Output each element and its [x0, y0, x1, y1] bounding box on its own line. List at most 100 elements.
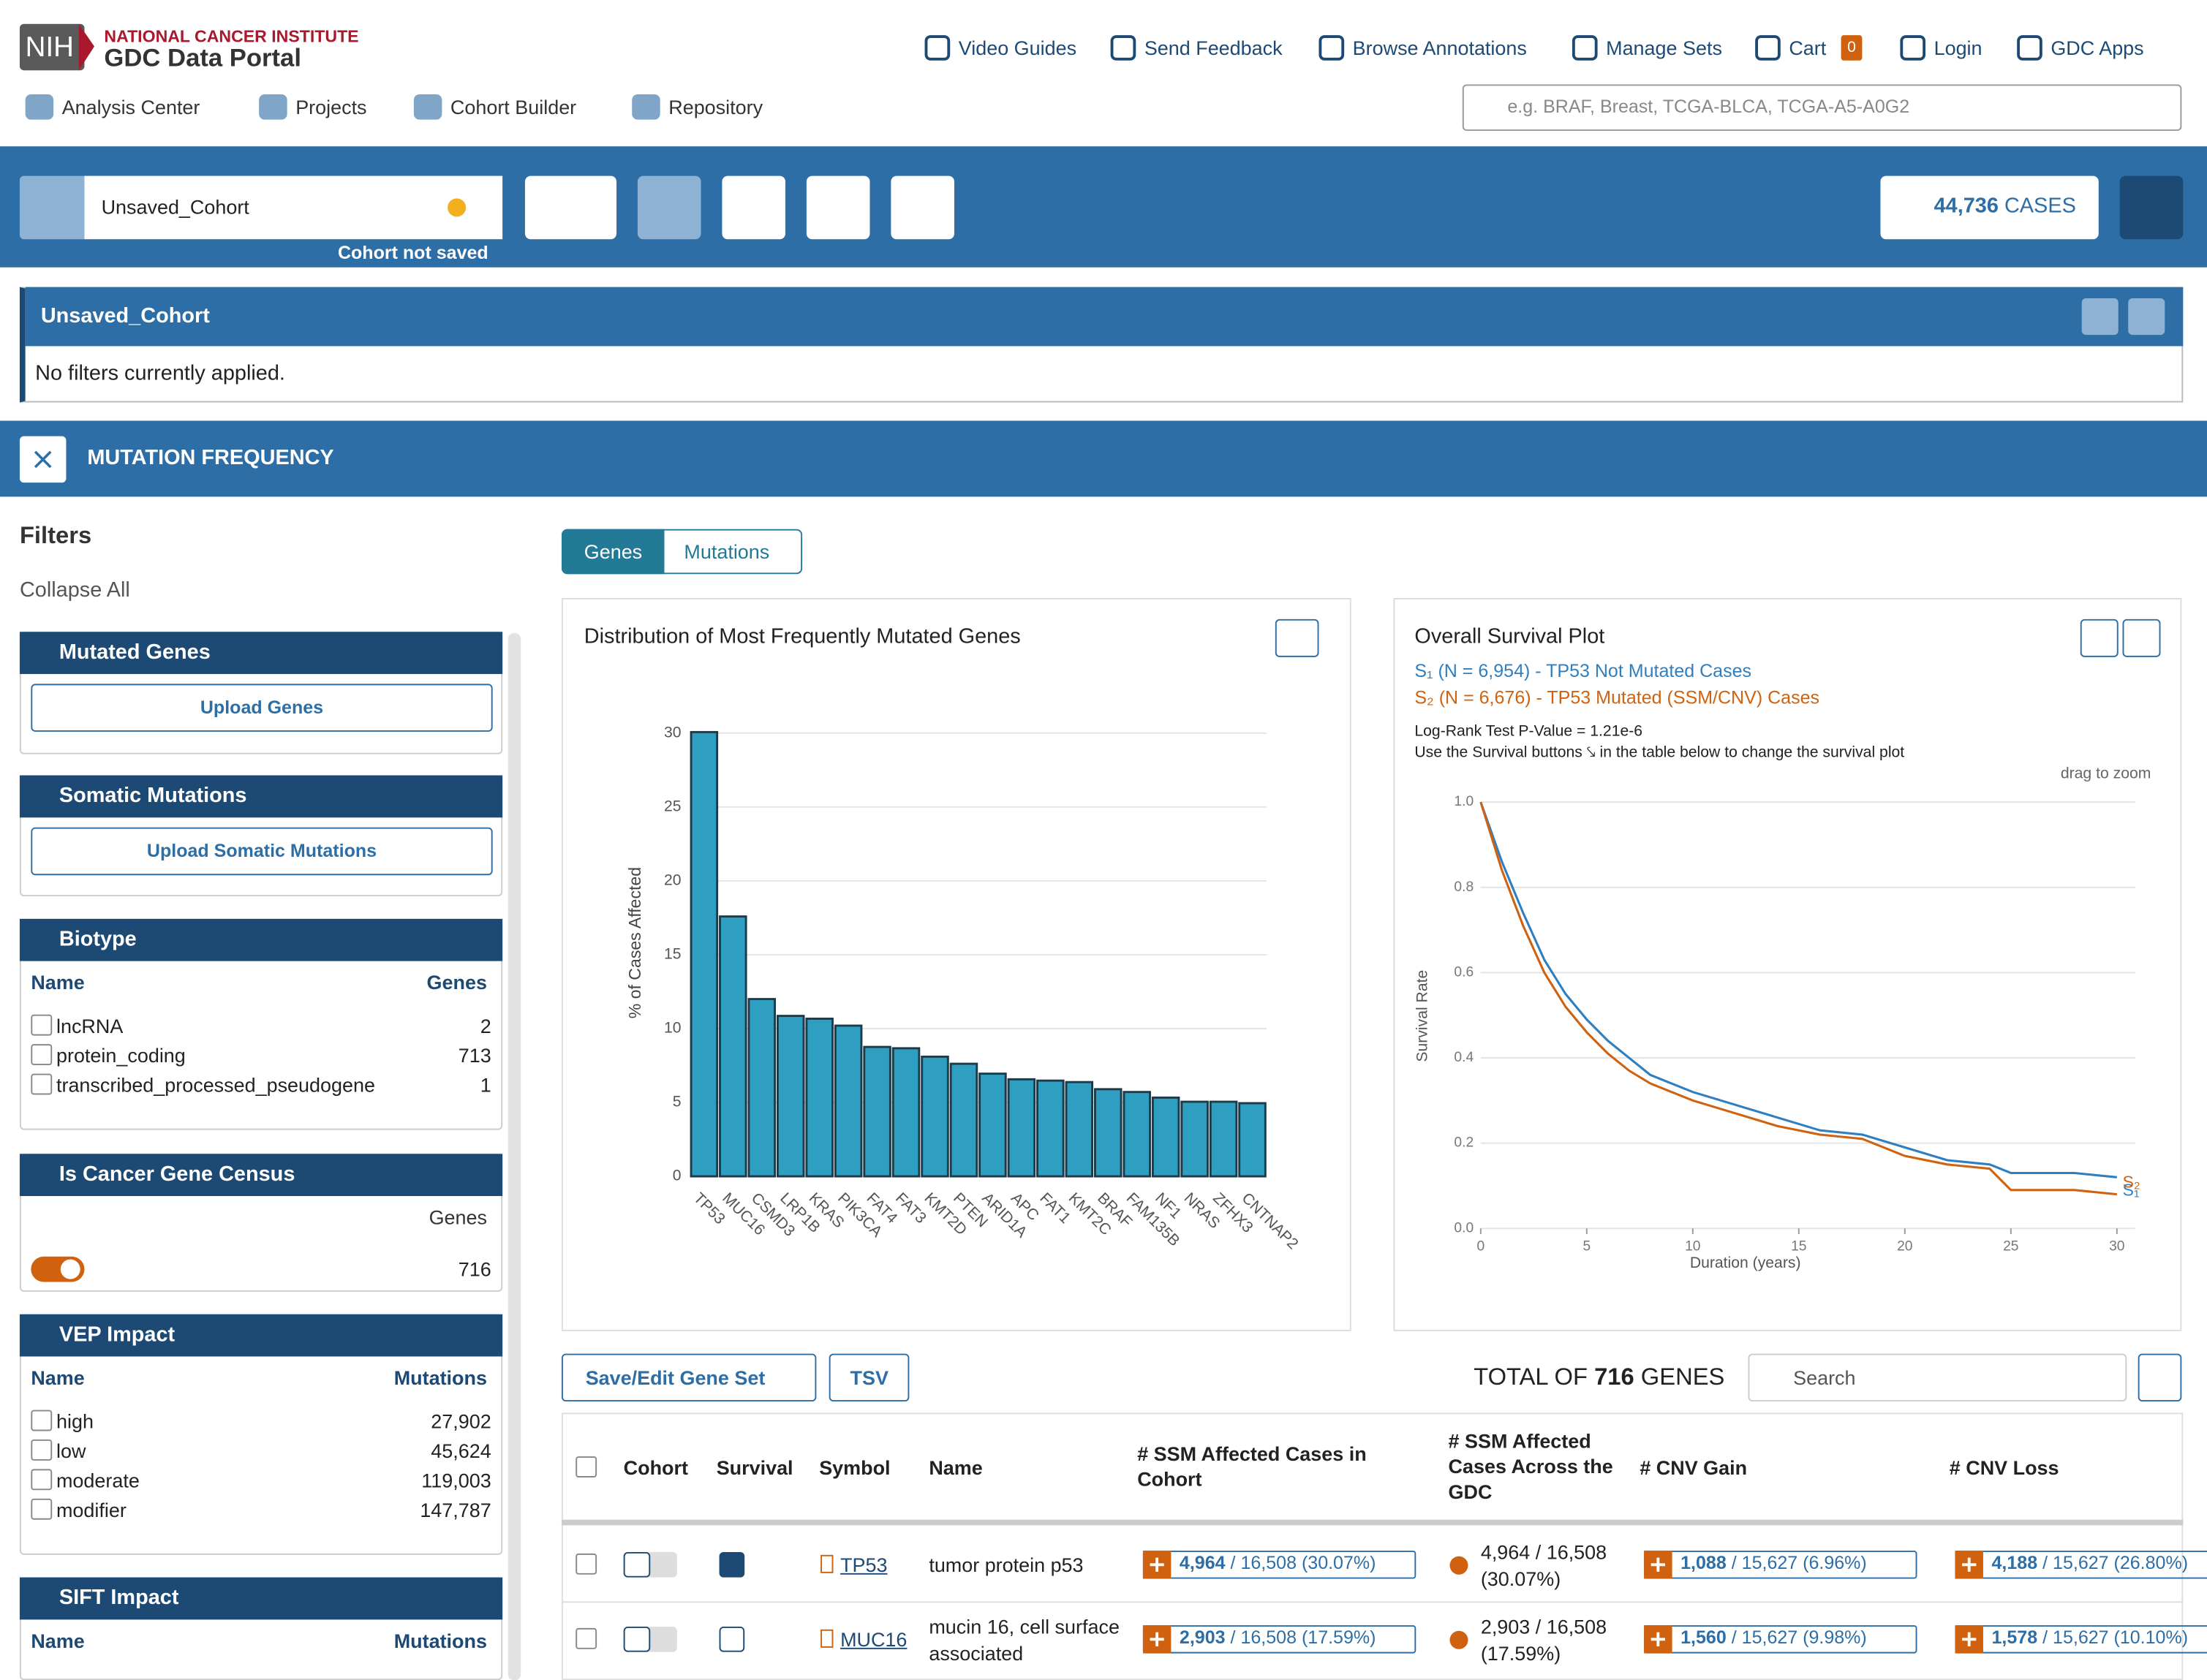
table-head-line: [561, 1519, 2184, 1526]
main-nav-link[interactable]: Projects: [295, 95, 367, 118]
main-nav-link[interactable]: Cohort Builder: [450, 95, 577, 118]
survival-button[interactable]: [719, 1551, 745, 1578]
expand-icon-bar: [1656, 1557, 1660, 1572]
count: 4,188: [1991, 1551, 2038, 1573]
upload-button[interactable]: [31, 684, 493, 732]
save-gene-set[interactable]: [561, 1353, 817, 1402]
chart-title: Overall Survival Plot: [1414, 624, 1605, 649]
tab[interactable]: Mutations: [684, 540, 770, 563]
add-button[interactable]: [637, 175, 701, 240]
facet-name: moderate: [56, 1469, 140, 1492]
checkbox[interactable]: [576, 1456, 597, 1477]
nav-link[interactable]: Manage Sets: [1606, 37, 1722, 59]
gene-symbol[interactable]: MUC16: [840, 1627, 908, 1651]
checkbox[interactable]: [31, 1439, 53, 1461]
checkbox[interactable]: [31, 1014, 53, 1036]
nav-icon: [1572, 35, 1598, 61]
gene-name: tumor protein p53: [929, 1553, 1084, 1576]
expand-icon-bar: [1155, 1632, 1159, 1646]
cohort-select[interactable]: [84, 175, 503, 240]
save-gene-set-label: Save/Edit Gene Set: [585, 1366, 766, 1389]
card-title[interactable]: SIFT Impact: [59, 1586, 179, 1610]
count-text: 1,578 / 15,627 (10.10%): [1992, 1627, 2189, 1648]
logo-box[interactable]: [19, 23, 85, 71]
column-header: Cohort: [623, 1456, 688, 1479]
facet-count: 119,003: [421, 1469, 491, 1492]
cohort-toggle-knob: [623, 1626, 651, 1652]
collapse-all[interactable]: Collapse All: [19, 578, 130, 602]
expand-button[interactable]: [2081, 298, 2119, 336]
checkbox[interactable]: [31, 1073, 53, 1095]
upload-button[interactable]: [31, 827, 493, 876]
checkbox[interactable]: [31, 1410, 53, 1431]
nav-link[interactable]: GDC Apps: [2051, 37, 2144, 59]
tab-active[interactable]: [561, 529, 665, 575]
reset-chart[interactable]: [2122, 618, 2161, 657]
nav-icon: [1110, 35, 1136, 61]
delete-button[interactable]: [722, 175, 786, 240]
nav-link[interactable]: Cart: [1789, 37, 1827, 59]
upload-button[interactable]: [806, 175, 870, 240]
upload-label: Upload Somatic Mutations: [146, 840, 377, 861]
main-nav-link[interactable]: Analysis Center: [61, 95, 200, 118]
checkbox[interactable]: [31, 1498, 53, 1520]
checkbox[interactable]: [576, 1627, 597, 1649]
facet-count: 713: [458, 1044, 491, 1067]
facet-name: transcribed_processed_pseudogene: [56, 1073, 375, 1097]
count-text: 4,188 / 15,627 (26.80%): [1992, 1552, 2189, 1573]
facet-count: 147,787: [420, 1498, 491, 1521]
nav-link[interactable]: Browse Annotations: [1352, 37, 1527, 59]
undo-button[interactable]: [19, 175, 85, 240]
gene-symbol[interactable]: TP53: [840, 1553, 888, 1576]
count-rest: / 15,627 (26.80%): [2042, 1551, 2189, 1573]
nav-link[interactable]: Video Guides: [958, 37, 1077, 59]
card-title[interactable]: Is Cancer Gene Census: [59, 1162, 295, 1187]
tsv-button[interactable]: [829, 1353, 910, 1402]
filter-card-head: [19, 1314, 503, 1357]
download-chart[interactable]: [2080, 618, 2119, 657]
col-name: Name: [31, 1366, 85, 1389]
column-header: Name: [929, 1456, 983, 1479]
download-chart[interactable]: [1275, 618, 1319, 657]
card-title[interactable]: Somatic Mutations: [59, 784, 247, 808]
search-box[interactable]: [1462, 84, 2182, 132]
expand-icon[interactable]: [1644, 1625, 1672, 1654]
total: TOTAL OF 716 GENES: [1474, 1363, 1724, 1391]
facet-count: 1: [480, 1073, 491, 1097]
card-title[interactable]: Biotype: [59, 927, 137, 952]
nav-link[interactable]: Send Feedback: [1144, 37, 1283, 59]
logo: NIH: [25, 32, 74, 64]
nav-link[interactable]: Login: [1934, 37, 1982, 59]
nav-icon: [1755, 35, 1781, 61]
facet-count: 2: [480, 1014, 491, 1037]
table-search-placeholder: Search: [1793, 1366, 1856, 1389]
facet-name: low: [56, 1439, 86, 1462]
pin-button[interactable]: [2119, 175, 2184, 240]
main-nav-link[interactable]: Repository: [668, 95, 763, 118]
checkbox[interactable]: [576, 1553, 597, 1575]
log-rank: Log-Rank Test P-Value = 1.21e-6: [1414, 723, 1643, 741]
scrollbar[interactable]: [508, 633, 521, 1680]
collapse-button[interactable]: [2128, 298, 2165, 336]
column-menu[interactable]: [2138, 1353, 2182, 1402]
cases-button[interactable]: [1880, 175, 2099, 240]
checkbox[interactable]: [31, 1044, 53, 1066]
total-prefix: TOTAL OF: [1474, 1363, 1588, 1390]
col-name: Name: [31, 1629, 85, 1652]
cohort-toggle-knob: [623, 1551, 651, 1578]
count-rest: / 16,508 (17.59%): [1230, 1626, 1376, 1648]
checkbox[interactable]: [31, 1469, 53, 1491]
legend-entry: S₁ (N = 6,954) - TP53 Not Mutated Cases: [1414, 659, 1752, 681]
col-name: Name: [31, 971, 85, 994]
facet-name: high: [56, 1410, 94, 1433]
save-button[interactable]: [524, 175, 617, 240]
survival-button[interactable]: [719, 1626, 745, 1652]
download-button[interactable]: [891, 175, 954, 240]
table-search[interactable]: [1748, 1353, 2127, 1402]
card-title[interactable]: VEP Impact: [59, 1323, 176, 1347]
tab: Genes: [584, 540, 643, 563]
card-title[interactable]: Mutated Genes: [59, 640, 211, 665]
search-placeholder: e.g. BRAF, Breast, TCGA-BLCA, TCGA-A5-A0…: [1507, 95, 1910, 117]
facet-count: 45,624: [431, 1439, 491, 1462]
